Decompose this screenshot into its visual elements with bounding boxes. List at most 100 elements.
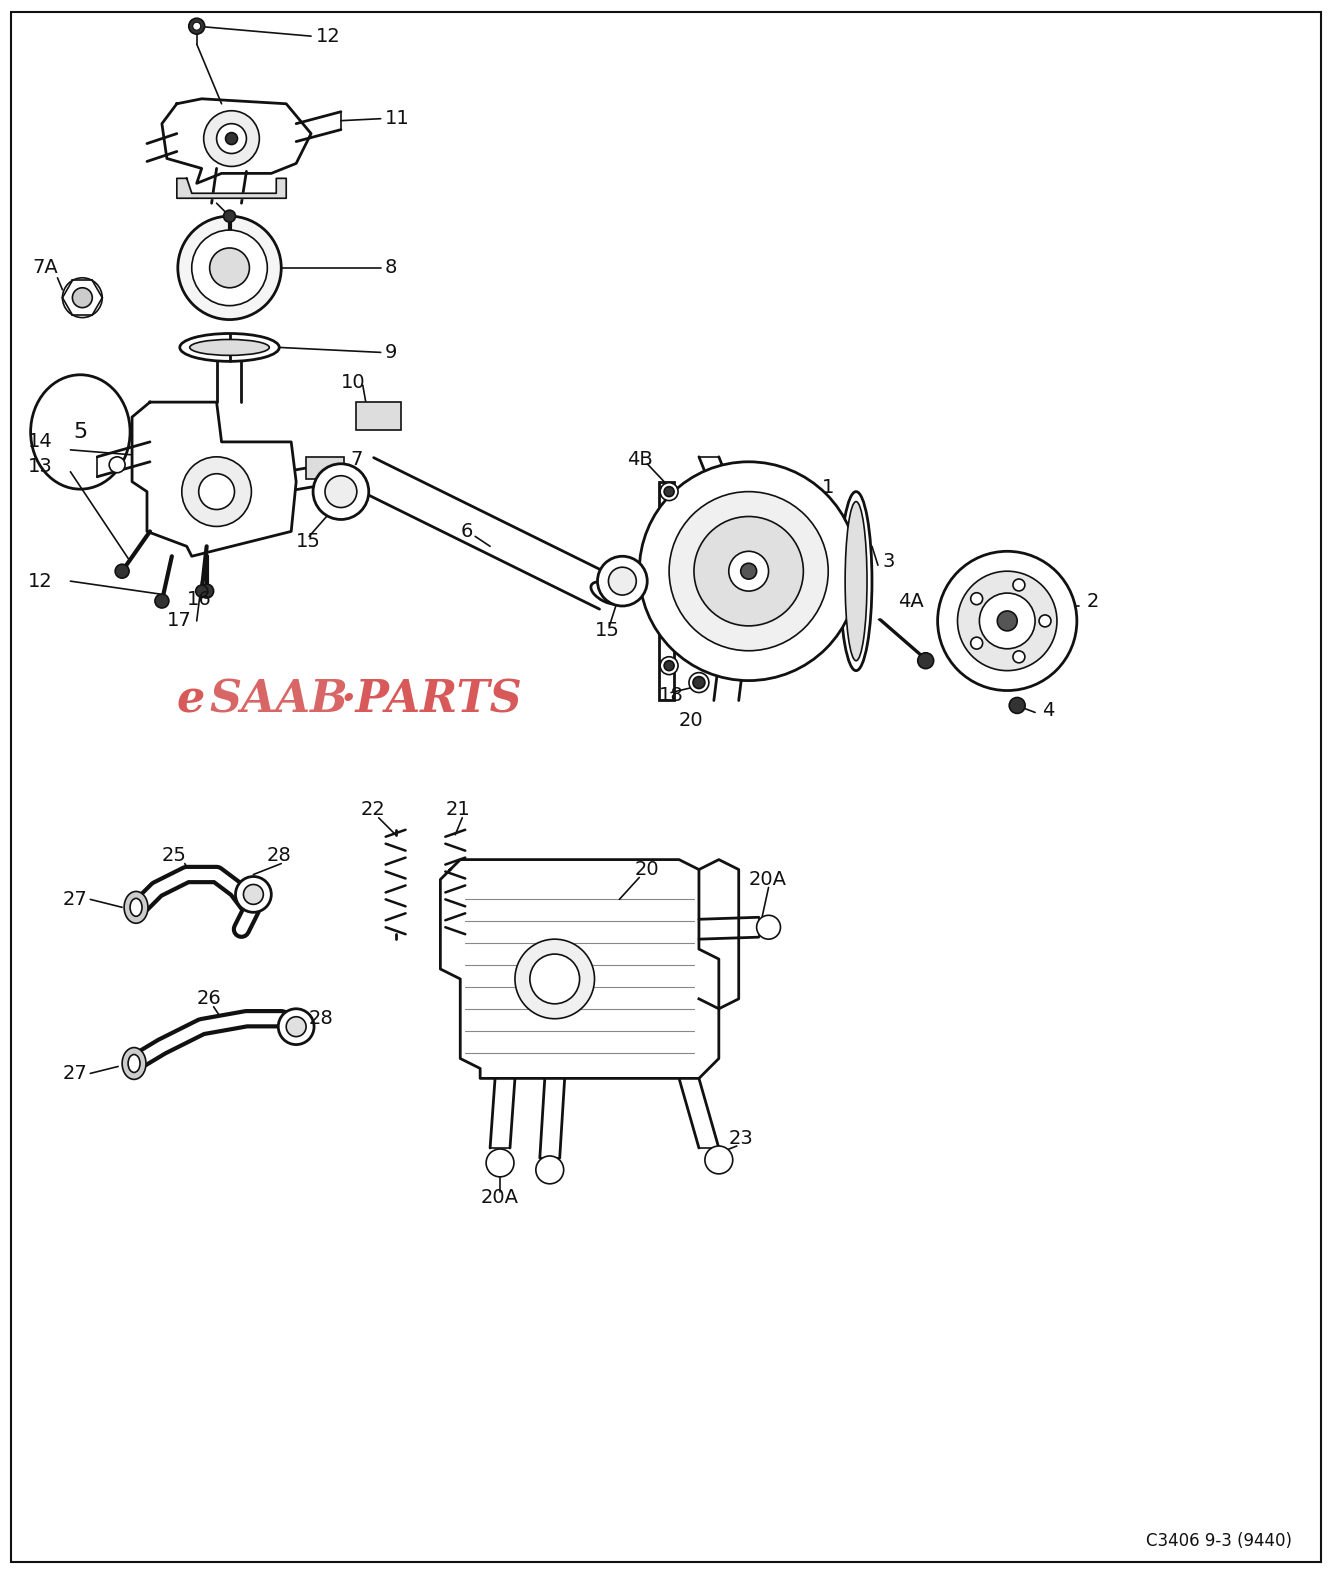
Ellipse shape [131, 899, 143, 916]
Text: e: e [177, 678, 205, 722]
Circle shape [313, 464, 369, 519]
Circle shape [957, 571, 1057, 671]
Text: 27: 27 [63, 1064, 87, 1083]
Circle shape [1009, 697, 1025, 713]
Polygon shape [440, 859, 718, 1078]
Circle shape [970, 593, 982, 604]
Text: 25: 25 [161, 847, 187, 866]
Text: 7A: 7A [32, 258, 59, 277]
Bar [659, 482, 674, 700]
Text: 1: 1 [822, 478, 834, 497]
Circle shape [109, 456, 125, 472]
Circle shape [189, 19, 205, 35]
Circle shape [660, 656, 678, 675]
Text: 12: 12 [28, 571, 52, 590]
Text: 20A: 20A [749, 870, 786, 889]
Circle shape [997, 611, 1017, 631]
Circle shape [705, 1146, 733, 1174]
Circle shape [937, 551, 1077, 691]
Text: 17: 17 [167, 611, 192, 631]
Circle shape [640, 461, 858, 680]
Circle shape [181, 456, 252, 526]
Text: C3406 9-3 (9440): C3406 9-3 (9440) [1146, 1532, 1293, 1550]
Circle shape [917, 653, 933, 669]
Text: 5: 5 [73, 422, 88, 442]
Circle shape [741, 563, 757, 579]
Circle shape [204, 110, 260, 167]
Text: 10: 10 [341, 373, 365, 392]
Circle shape [597, 556, 648, 606]
Ellipse shape [845, 502, 866, 661]
Text: 22: 22 [361, 800, 385, 820]
Polygon shape [161, 99, 311, 183]
Circle shape [487, 1149, 515, 1177]
Circle shape [209, 249, 249, 288]
Circle shape [325, 475, 357, 507]
Text: 27: 27 [63, 889, 87, 908]
Text: ·PARTS: ·PARTS [341, 678, 523, 722]
Circle shape [193, 22, 201, 30]
Circle shape [694, 516, 804, 626]
Circle shape [536, 1155, 564, 1184]
Circle shape [244, 885, 264, 905]
Ellipse shape [31, 375, 131, 490]
Circle shape [664, 661, 674, 671]
Polygon shape [132, 401, 296, 556]
Circle shape [63, 277, 103, 318]
Circle shape [199, 474, 235, 510]
Circle shape [279, 1009, 315, 1045]
Text: 12: 12 [316, 27, 341, 46]
Ellipse shape [123, 1048, 147, 1080]
Polygon shape [177, 178, 287, 198]
Circle shape [1013, 652, 1025, 663]
Circle shape [669, 491, 828, 650]
Text: 20: 20 [635, 859, 659, 878]
Text: 6: 6 [460, 523, 473, 541]
Circle shape [177, 216, 281, 320]
Circle shape [216, 124, 247, 154]
Circle shape [757, 916, 781, 940]
Circle shape [115, 563, 129, 578]
Circle shape [608, 567, 636, 595]
Ellipse shape [180, 334, 279, 362]
Circle shape [155, 593, 169, 608]
Circle shape [200, 584, 213, 598]
Circle shape [729, 551, 769, 592]
Circle shape [287, 1017, 307, 1037]
Circle shape [970, 637, 982, 648]
Circle shape [225, 132, 237, 145]
Text: 2: 2 [1086, 592, 1100, 611]
Text: 21: 21 [445, 800, 471, 820]
Text: 13: 13 [28, 458, 52, 477]
Text: 16: 16 [187, 590, 212, 609]
Circle shape [236, 877, 272, 913]
Circle shape [1013, 579, 1025, 590]
Circle shape [196, 586, 208, 597]
Circle shape [224, 211, 236, 222]
Text: 9: 9 [385, 343, 397, 362]
Text: 4B: 4B [628, 450, 653, 469]
Text: 4A: 4A [898, 592, 924, 611]
Circle shape [192, 230, 268, 305]
Text: 28: 28 [309, 1009, 333, 1028]
Circle shape [515, 940, 595, 1018]
Text: 3: 3 [882, 552, 896, 571]
Circle shape [980, 593, 1036, 648]
Text: 8: 8 [385, 258, 397, 277]
Text: 11: 11 [385, 109, 409, 127]
Polygon shape [698, 859, 738, 1009]
Text: 18: 18 [659, 686, 684, 705]
Text: 23: 23 [729, 1129, 753, 1147]
Text: 15: 15 [296, 532, 321, 551]
Ellipse shape [840, 491, 872, 671]
Text: 4: 4 [1042, 700, 1054, 719]
Text: 20: 20 [678, 711, 704, 730]
Bar [307, 456, 344, 478]
Ellipse shape [189, 340, 269, 356]
Circle shape [72, 288, 92, 307]
Text: 7: 7 [351, 450, 363, 469]
Ellipse shape [128, 1055, 140, 1072]
Circle shape [1038, 615, 1050, 626]
Circle shape [664, 486, 674, 497]
Ellipse shape [591, 582, 624, 604]
